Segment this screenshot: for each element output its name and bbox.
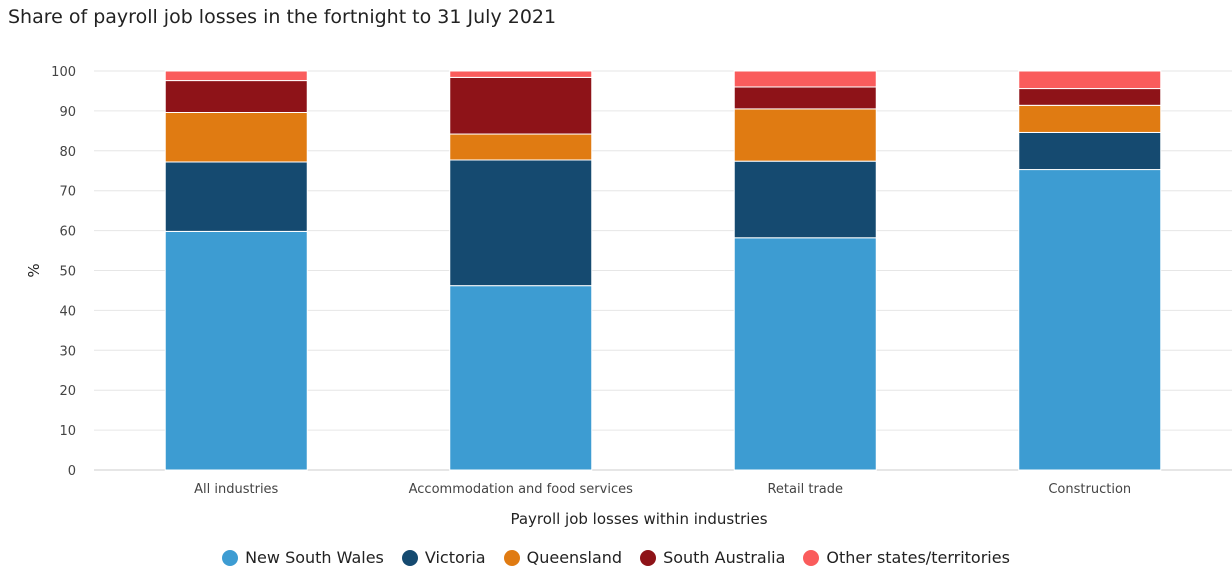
bar-segment[interactable] [733,70,877,88]
bar-segment[interactable] [164,111,308,163]
bar-segment[interactable] [1018,88,1162,106]
legend-item[interactable]: Queensland [503,548,623,567]
bar-segment[interactable] [1018,131,1162,171]
legend-item[interactable]: Victoria [401,548,486,567]
bar-segment[interactable] [449,159,593,287]
legend-item[interactable]: New South Wales [222,548,384,567]
y-tick-label: 60 [59,225,76,240]
legend: New South Wales Victoria Queensland South A… [0,548,1232,570]
legend-label: New South Wales [245,548,384,567]
legend-item[interactable]: Other states/territories [803,548,1010,567]
y-tick-label: 0 [68,464,76,479]
legend-swatch [503,549,520,566]
bar-segment[interactable] [449,70,593,78]
bar-segment[interactable] [1018,70,1162,90]
y-tick-label: 50 [59,265,76,280]
bar-segment[interactable] [449,76,593,135]
bar-segment[interactable] [164,161,308,232]
legend-swatch [401,549,418,566]
x-tick-label: Retail trade [767,482,843,497]
legend-swatch [803,549,820,566]
bar-segment[interactable] [1018,169,1162,471]
y-axis: 0 10 20 30 40 50 60 70 80 90 100 [51,65,76,479]
x-tick-label: All industries [194,482,278,497]
y-tick-label: 100 [51,65,76,80]
y-axis-title: % [25,263,43,277]
bar-segment[interactable] [449,285,593,471]
bar-segment[interactable] [449,133,593,161]
bar-segment[interactable] [164,230,308,471]
y-tick-label: 90 [59,105,76,120]
y-tick-label: 40 [59,304,76,319]
bar-segment[interactable] [733,108,877,162]
bar-segment[interactable] [1018,104,1162,133]
y-tick-label: 20 [59,384,76,399]
bar-segment[interactable] [164,70,308,82]
bar-segment[interactable] [733,237,877,471]
y-tick-label: 80 [59,145,76,160]
y-tick-label: 10 [59,424,76,439]
x-axis: All industries Accommodation and food ser… [194,482,1131,497]
legend-swatch [222,549,239,566]
x-tick-label: Accommodation and food services [409,482,633,497]
bars [164,70,1162,471]
x-tick-label: Construction [1048,482,1131,497]
x-axis-title: Payroll job losses within industries [510,510,767,528]
legend-label: Queensland [526,548,623,567]
chart-title: Share of payroll job losses in the fortn… [8,6,557,28]
y-tick-label: 30 [59,344,76,359]
bar-segment[interactable] [164,80,308,113]
y-tick-label: 70 [59,185,76,200]
legend-label: Victoria [424,548,486,567]
legend-label: South Australia [663,548,786,567]
bar-segment[interactable] [733,86,877,110]
legend-item[interactable]: South Australia [640,548,785,567]
legend-swatch [640,549,657,566]
legend-label: Other states/territories [826,548,1010,567]
bar-segment[interactable] [733,160,877,239]
